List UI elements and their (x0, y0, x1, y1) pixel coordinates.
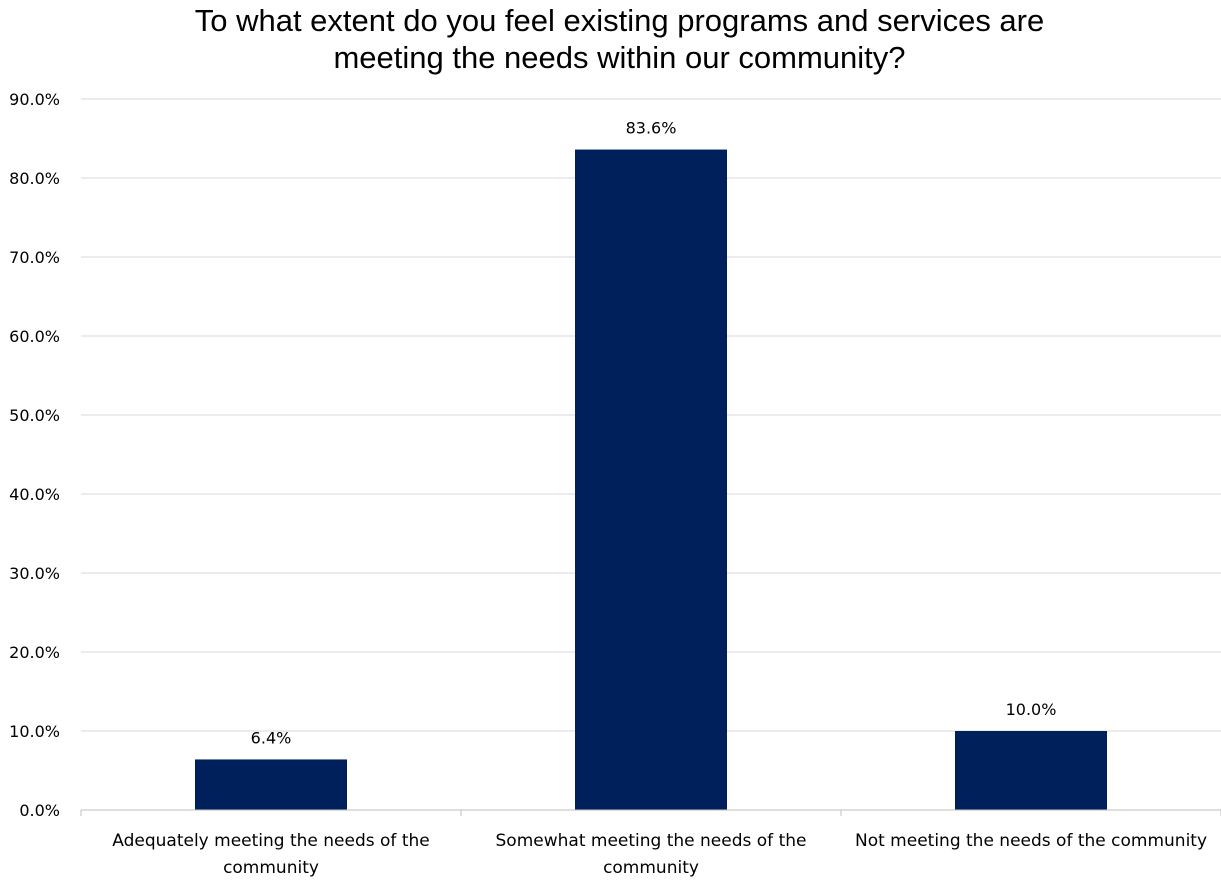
chart-title-line-2: meeting the needs within our community? (333, 40, 906, 75)
x-category-label: Somewhat meeting the needs of the (496, 831, 807, 851)
data-label: 83.6% (626, 119, 677, 138)
y-tick-label: 20.0% (9, 643, 60, 662)
x-axis: Adequately meeting the needs of the commu… (80, 809, 1221, 878)
y-tick-label: 50.0% (9, 406, 60, 425)
y-axis: 0.0% 10.0% 20.0% 30.0% 40.0% 50.0% 60.0% 70.0% 8… (9, 90, 60, 820)
x-category-label: Adequately meeting the needs of the (112, 831, 429, 851)
data-label: 10.0% (1006, 700, 1057, 719)
bar (575, 149, 727, 810)
chart-title-line-1: To what extent do you feel existing prog… (194, 3, 1045, 38)
bar (955, 731, 1107, 810)
bars: 6.4% 83.6% 10.0% (195, 119, 1107, 810)
x-category-label: Not meeting the needs of the community (855, 831, 1207, 851)
y-tick-label: 80.0% (9, 169, 60, 188)
y-tick-label: 30.0% (9, 564, 60, 583)
x-category-label: community (223, 858, 319, 878)
y-tick-label: 40.0% (9, 485, 60, 504)
y-tick-label: 60.0% (9, 327, 60, 346)
x-category-label: community (603, 858, 699, 878)
y-tick-label: 0.0% (19, 801, 60, 820)
chart-title: To what extent do you feel existing prog… (0, 2, 1221, 76)
bar (195, 759, 347, 810)
y-tick-label: 70.0% (9, 248, 60, 267)
data-label: 6.4% (251, 728, 292, 747)
y-tick-label: 10.0% (9, 722, 60, 741)
y-tick-label: 90.0% (9, 90, 60, 109)
